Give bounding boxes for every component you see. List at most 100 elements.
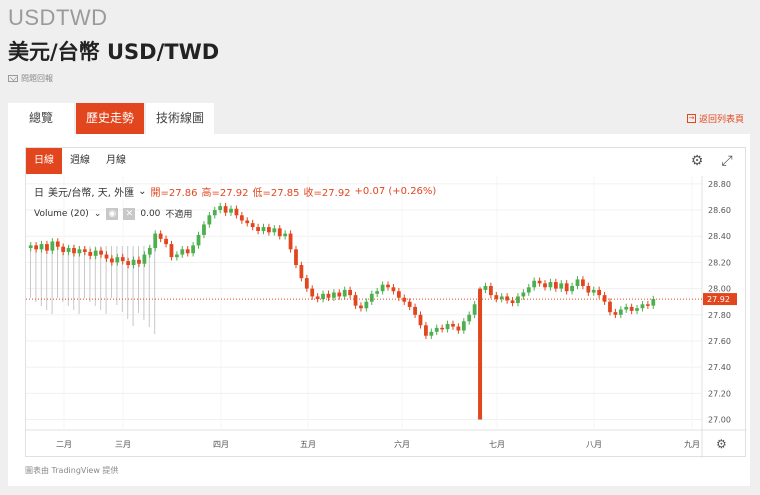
candle-body	[526, 287, 531, 293]
candle-body	[137, 259, 141, 264]
interval-monthly[interactable]: 月線	[106, 155, 126, 166]
candle-body	[353, 295, 358, 306]
candle-body	[153, 233, 158, 249]
candle-body	[82, 249, 87, 252]
volume-bar	[51, 246, 53, 314]
candle-body	[467, 314, 472, 322]
candle-body	[239, 215, 244, 221]
legend-name[interactable]: 美元/台幣, 天, 外匯	[48, 188, 135, 199]
candle-body	[624, 306, 629, 310]
candle-body	[66, 248, 71, 252]
candle-body	[147, 248, 152, 255]
gear-icon[interactable]: ⚙	[690, 153, 704, 169]
legend-close: 收=27.92	[303, 188, 351, 199]
candle-body	[575, 279, 580, 286]
candle-body	[174, 254, 179, 258]
candle-body	[299, 265, 304, 279]
volume-bar	[154, 246, 156, 334]
interval-daily[interactable]: 日線	[26, 148, 62, 174]
candle-body	[483, 285, 488, 290]
candle-body	[516, 296, 520, 303]
candle-body	[635, 308, 639, 311]
close-icon[interactable]: ✕	[123, 207, 136, 220]
expand-icon[interactable]: ⤢	[721, 153, 733, 169]
candle-body	[499, 296, 504, 300]
spike-candle	[478, 288, 483, 420]
volume-bar	[62, 246, 64, 302]
main-tabs: 總覽 歷史走勢 技術線圖	[8, 103, 216, 134]
x-tick-label: 三月	[115, 440, 131, 449]
candle-body	[326, 293, 331, 298]
candle-body	[618, 309, 623, 315]
candle-body	[472, 304, 477, 315]
volume-bar	[143, 246, 145, 320]
return-icon: →	[686, 114, 696, 123]
volume-bar	[30, 246, 31, 298]
back-to-list-link[interactable]: → 返回列表頁	[686, 112, 744, 125]
candle-body	[72, 248, 76, 254]
candle-body	[110, 258, 114, 263]
candle-body	[521, 292, 526, 297]
candle-body	[553, 282, 558, 289]
volume-bar	[127, 246, 129, 319]
candle-body	[315, 296, 320, 300]
candle-body	[158, 233, 163, 239]
candle-body	[591, 289, 596, 293]
candle-body	[559, 283, 564, 289]
y-tick-label: 27.60	[708, 337, 731, 346]
tab-overview[interactable]: 總覽	[8, 103, 74, 134]
candle-body	[380, 284, 385, 292]
candle-body	[391, 287, 396, 292]
candle-body	[218, 206, 223, 211]
candle-body	[651, 299, 656, 306]
volume-bar	[35, 246, 37, 302]
symbol-code: USDTWD	[8, 5, 108, 30]
y-tick-label: 28.20	[708, 258, 731, 267]
candle-body	[413, 306, 417, 315]
y-tick-label: 28.80	[708, 180, 731, 189]
legend-high: 高=27.92	[201, 188, 249, 199]
volume-label[interactable]: Volume (20)	[34, 208, 89, 219]
candle-body	[488, 285, 493, 296]
candle-body	[207, 215, 212, 225]
volume-bar	[46, 246, 48, 310]
tab-technical-chart[interactable]: 技術線圖	[146, 103, 215, 134]
axis-gear-icon[interactable]: ⚙	[716, 437, 727, 451]
tradingview-chart[interactable]: 日線 週線 月線 ⚙ ⤢ 28.80 28.60 28.40 28.20 28.00 27…	[25, 147, 747, 458]
candle-body	[510, 300, 515, 303]
candle-body	[234, 208, 239, 216]
volume-bar	[67, 246, 69, 306]
interval-tabs: 日線 週線 月線	[26, 148, 134, 174]
chevron-down-icon[interactable]: ⌄	[138, 186, 147, 197]
candle-body	[586, 285, 591, 293]
candle-body	[288, 233, 293, 250]
candle-body	[55, 241, 60, 247]
candle-body	[131, 259, 136, 266]
collapse-icon[interactable]: 日	[34, 188, 44, 199]
report-issue-link[interactable]: 問題回報	[8, 73, 53, 84]
candle-body	[93, 250, 98, 256]
volume-bar	[105, 246, 107, 314]
x-tick-label: 二月	[56, 440, 72, 449]
interval-weekly[interactable]: 週線	[70, 155, 90, 166]
volume-bar	[73, 246, 75, 310]
candle-body	[456, 326, 461, 331]
candle-body	[564, 283, 569, 292]
last-price-label: 27.92	[707, 295, 730, 304]
report-issue-label: 問題回報	[21, 74, 53, 83]
candle-body	[256, 227, 260, 231]
candle-body	[142, 254, 147, 264]
eye-icon[interactable]: ◉	[106, 207, 119, 220]
y-tick-label: 27.20	[708, 389, 731, 398]
candle-body	[629, 306, 634, 311]
price-plot[interactable]: 28.80 28.60 28.40 28.20 28.00 27.80 27.60 27.40…	[26, 176, 747, 458]
candle-body	[386, 284, 390, 288]
x-tick-label: 九月	[684, 440, 700, 449]
candle-body	[434, 327, 439, 332]
chevron-down-icon[interactable]: ⌄	[93, 208, 102, 219]
last-price-badge	[703, 293, 737, 306]
tab-history[interactable]: 歷史走勢	[76, 103, 145, 134]
volume-bar	[121, 246, 123, 312]
candle-body	[45, 244, 49, 251]
candle-body	[461, 321, 466, 331]
